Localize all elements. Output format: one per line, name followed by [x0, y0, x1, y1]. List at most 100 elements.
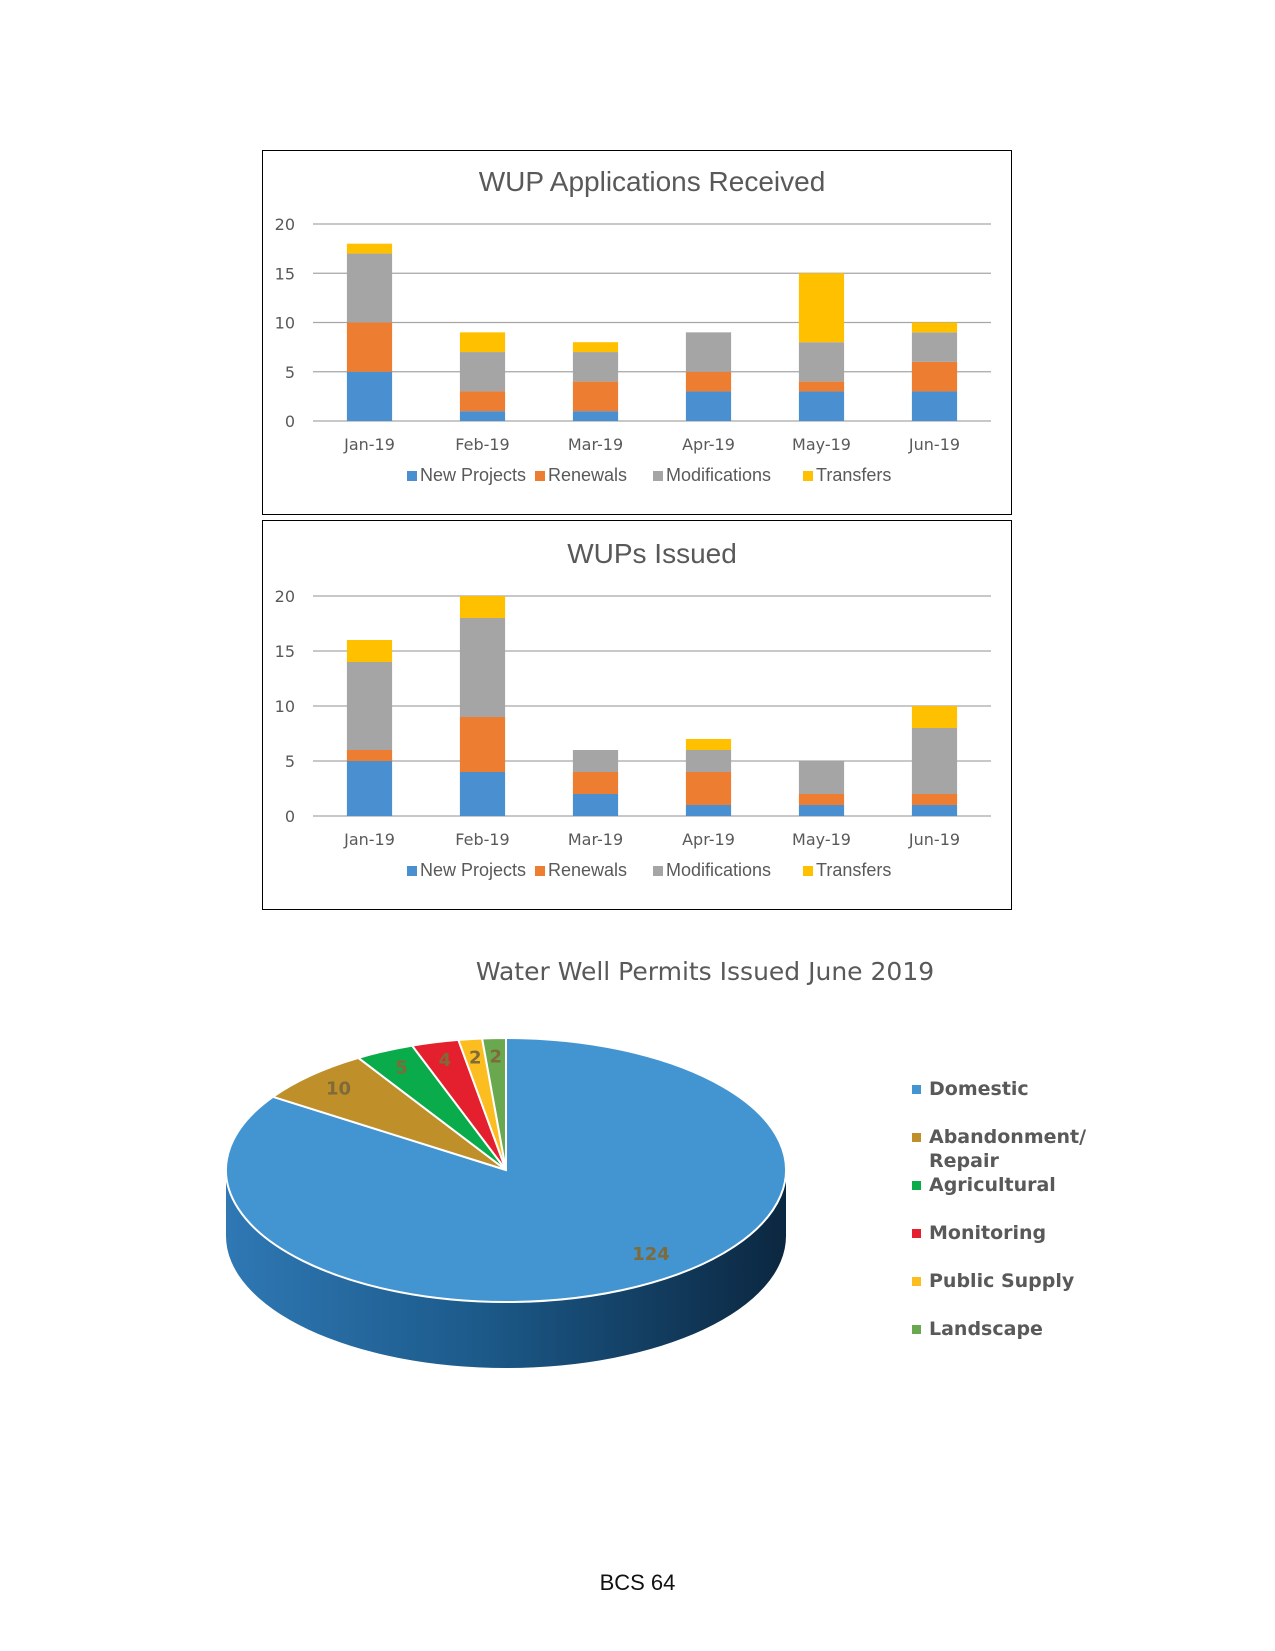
page-footer: BCS 64: [599, 1570, 676, 1595]
issued-ytick-label: 10: [275, 697, 295, 716]
issued-bar-new-projects-may-19: [798, 805, 845, 816]
applications-legend-swatch-new-projects: [407, 471, 417, 481]
issued-bar-new-projects-mar-19: [572, 794, 619, 816]
pie-data-label: 2: [489, 1047, 502, 1068]
issued-xtick-label: Feb-19: [455, 830, 509, 849]
issued-bar-renewals-jan-19: [346, 750, 393, 761]
pie-slice-abandonment-repair: [270, 1056, 507, 1171]
applications-legend-swatch-modifications: [653, 471, 663, 481]
pie-legend-swatch-abandonment-repair: [912, 1133, 921, 1142]
issued-xtick-label: Jan-19: [343, 830, 395, 849]
applications-bar-renewals-jan-19: [346, 322, 393, 372]
pie-legend-label-public-supply: Public Supply: [929, 1270, 1075, 1292]
applications-bar-renewals-apr-19: [685, 371, 732, 392]
pie-data-label: 5: [395, 1058, 408, 1079]
pie-legend-swatch-monitoring: [912, 1229, 921, 1238]
applications-bar-new-projects-apr-19: [685, 391, 732, 421]
applications-bar-renewals-feb-19: [459, 391, 506, 412]
pie-data-label: 124: [632, 1244, 670, 1265]
applications-bar-renewals-may-19: [798, 381, 845, 392]
issued-legend-swatch-transfers: [803, 866, 813, 876]
applications-ytick-label: 0: [285, 412, 295, 431]
issued-legend-swatch-modifications: [653, 866, 663, 876]
applications-bar-modifications-jun-19: [911, 332, 958, 362]
issued-bar-renewals-may-19: [798, 794, 845, 805]
issued-bar-new-projects-feb-19: [459, 772, 506, 816]
issued-bar-modifications-jun-19: [911, 728, 958, 794]
applications-bar-modifications-mar-19: [572, 352, 619, 382]
pie-data-label: 2: [469, 1047, 482, 1068]
wups-issued-chart: WUPs Issued 0 5 10 15 20 Jan-19 Feb-19 Mar-19 Apr…: [262, 520, 1012, 910]
issued-ytick-label: 15: [275, 642, 295, 661]
issued-xtick-label: Mar-19: [568, 830, 623, 849]
applications-bar-renewals-mar-19: [572, 381, 619, 412]
issued-legend-swatch-renewals: [535, 866, 545, 876]
issued-bar-renewals-apr-19: [685, 772, 732, 805]
water-well-permits-chart: Water Well Permits Issued June 2019 124 10…: [200, 940, 1100, 1410]
applications-legend-swatch-renewals: [535, 471, 545, 481]
pie-legend-swatch-public-supply: [912, 1277, 921, 1286]
applications-bar-new-projects-feb-19: [459, 411, 506, 421]
pie-data-label: 10: [326, 1078, 351, 1099]
applications-legend-label-transfers: Transfers: [816, 465, 891, 485]
applications-bar-modifications-feb-19: [459, 352, 506, 392]
issued-xtick-label: Jun-19: [908, 830, 960, 849]
applications-legend-label-modifications: Modifications: [666, 465, 771, 485]
issued-bar-modifications-jan-19: [346, 662, 393, 750]
applications-xtick-label: Apr-19: [682, 435, 735, 454]
issued-xtick-label: Apr-19: [682, 830, 735, 849]
pie-legend-swatch-agricultural: [912, 1181, 921, 1190]
pie-slice-domestic: [225, 1036, 787, 1303]
applications-ytick-label: 20: [275, 215, 295, 234]
issued-legend-label-renewals: Renewals: [548, 860, 627, 880]
applications-bar-new-projects-may-19: [798, 391, 845, 421]
applications-xtick-label: May-19: [792, 435, 851, 454]
issued-bar-transfers-feb-19: [459, 596, 506, 618]
issued-bar-new-projects-jun-19: [911, 805, 958, 816]
pie-legend-label-landscape: Landscape: [929, 1318, 1043, 1340]
issued-bar-modifications-may-19: [798, 761, 845, 794]
applications-bar-modifications-jan-19: [346, 253, 393, 323]
issued-legend-label-transfers: Transfers: [816, 860, 891, 880]
applications-xtick-label: Jun-19: [908, 435, 960, 454]
issued-bar-new-projects-jan-19: [346, 761, 393, 816]
pie-slice-landscape: [480, 1036, 507, 1171]
issued-bar-modifications-feb-19: [459, 618, 506, 717]
applications-bar-transfers-mar-19: [572, 342, 619, 353]
issued-xtick-label: May-19: [792, 830, 851, 849]
issued-legend-label-modifications: Modifications: [666, 860, 771, 880]
pie-legend-label-agricultural: Agricultural: [929, 1174, 1056, 1196]
issued-ytick-label: 20: [275, 587, 295, 606]
applications-legend-label-new-projects: New Projects: [420, 465, 526, 485]
issued-bar-renewals-feb-19: [459, 717, 506, 772]
issued-legend-label-new-projects: New Projects: [420, 860, 526, 880]
applications-ytick-label: 15: [275, 264, 295, 283]
applications-bar-modifications-apr-19: [685, 332, 732, 372]
applications-bar-modifications-may-19: [798, 342, 845, 382]
wup-applications-chart: WUP Applications Received 0 5 10 15 20 Jan-19 F…: [262, 150, 1012, 515]
pie-legend-label-monitoring: Monitoring: [929, 1222, 1046, 1244]
applications-bar-new-projects-mar-19: [572, 411, 619, 421]
issued-bar-renewals-jun-19: [911, 794, 958, 805]
issued-bar-transfers-apr-19: [685, 739, 732, 750]
applications-xtick-label: Jan-19: [343, 435, 395, 454]
issued-legend-swatch-new-projects: [407, 866, 417, 876]
applications-bar-new-projects-jun-19: [911, 391, 958, 421]
applications-ytick-label: 10: [275, 314, 295, 333]
wup-applications-chart-svg: WUP Applications Received 0 5 10 15 20 Jan-19 F…: [275, 166, 991, 485]
applications-bar-transfers-jan-19: [346, 243, 393, 254]
applications-bar-transfers-may-19: [798, 273, 845, 343]
applications-bar-transfers-jun-19: [911, 322, 958, 333]
pie-legend-label-abandonment-repair: Abandonment/Repair: [929, 1126, 1086, 1172]
pie-side-wall: [226, 1170, 786, 1368]
pie-legend-swatch-domestic: [912, 1085, 921, 1094]
applications-ytick-label: 5: [285, 363, 295, 382]
applications-bar-transfers-feb-19: [459, 332, 506, 353]
applications-xtick-label: Feb-19: [455, 435, 509, 454]
issued-bar-modifications-apr-19: [685, 750, 732, 772]
wups-issued-chart-svg: WUPs Issued 0 5 10 15 20 Jan-19 Feb-19 Mar-19 Apr…: [275, 538, 991, 880]
issued-bar-transfers-jan-19: [346, 640, 393, 662]
water-well-permits-chart-svg: Water Well Permits Issued June 2019 124 10…: [225, 957, 1086, 1368]
issued-ytick-label: 0: [285, 807, 295, 826]
pie-title: Water Well Permits Issued June 2019: [476, 957, 934, 986]
